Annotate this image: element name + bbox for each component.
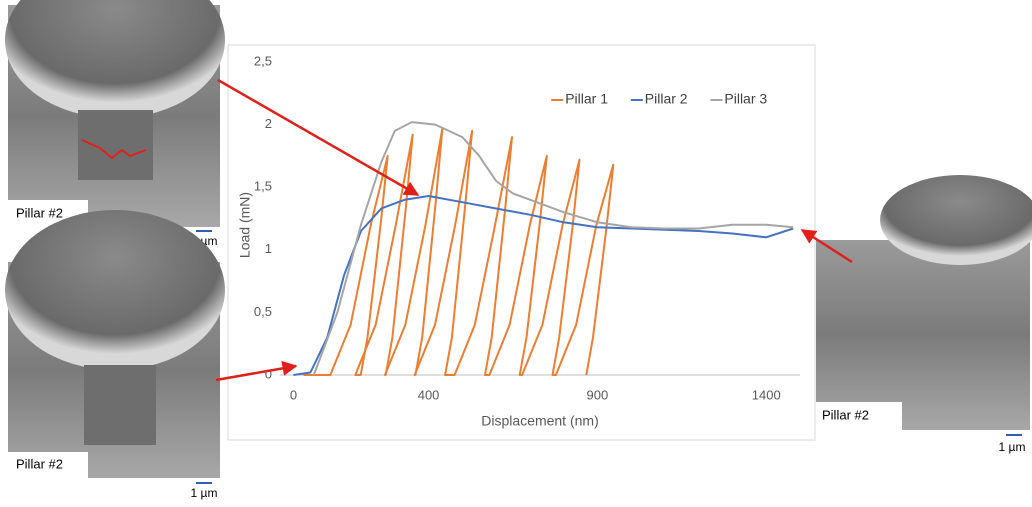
x-tick-label: 900	[587, 387, 609, 402]
legend-label: Pillar 2	[645, 91, 688, 107]
y-tick-label: 0,5	[254, 304, 272, 319]
x-tick-label: 1400	[752, 387, 781, 402]
y-tick-label: 2	[265, 116, 272, 131]
sem-image: Pillar #2 1 µm	[5, 0, 225, 248]
arrow	[217, 78, 420, 197]
arrow	[215, 360, 298, 382]
legend-label: Pillar 1	[565, 91, 608, 107]
y-tick-label: 1	[265, 241, 272, 256]
y-tick-label: 0	[265, 366, 272, 381]
image-label: Pillar #2	[16, 205, 63, 220]
x-tick-label: 0	[290, 387, 297, 402]
y-axis-title: Load (mN)	[237, 192, 253, 258]
sem-image: Pillar #2 1 µm	[816, 175, 1032, 454]
scale-bar-label: 1 µm	[191, 486, 218, 500]
plot: 0 0,5 1 1,5 2 2,5 0 400 900 1400 Pillar 1 Pillar 2 P…	[254, 53, 800, 402]
y-tick-label: 1,5	[254, 179, 272, 194]
sem-image: Pillar #2 1 µm	[5, 210, 225, 500]
scale-bar-label: 1 µm	[999, 440, 1026, 454]
y-tick-label: 2,5	[254, 53, 272, 68]
x-tick-label: 400	[418, 387, 440, 402]
legend-label: Pillar 3	[724, 91, 767, 107]
arrow	[800, 228, 853, 264]
series-line	[293, 195, 794, 376]
image-label: Pillar #2	[16, 456, 63, 471]
series-line	[312, 121, 794, 376]
series-line	[303, 127, 615, 376]
image-label: Pillar #2	[822, 407, 869, 422]
x-axis-title: Displacement (nm)	[481, 413, 598, 429]
